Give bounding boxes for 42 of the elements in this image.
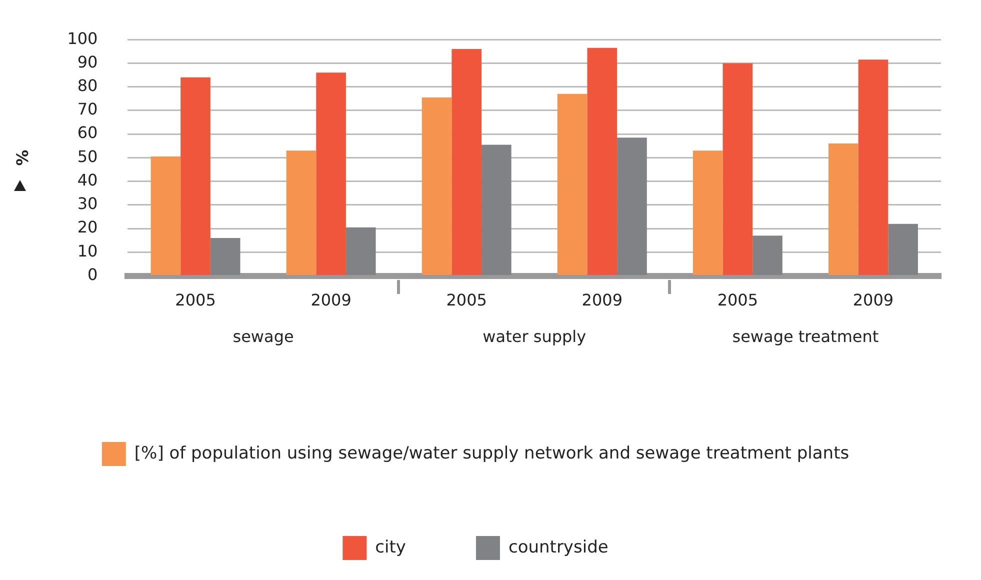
text: water supply xyxy=(482,326,586,346)
x-tick-label: 2005 xyxy=(175,290,216,310)
bar xyxy=(752,236,782,276)
y-tick-label: 20 xyxy=(77,218,98,237)
bar xyxy=(150,156,181,276)
bar xyxy=(587,48,618,276)
x-tick-label: 2009 xyxy=(852,290,894,310)
y-tick-label: 70 xyxy=(77,100,98,119)
y-tick-label: 50 xyxy=(77,146,98,166)
y-tick-label: 10 xyxy=(77,241,98,260)
bar xyxy=(858,60,888,276)
y-axis-title: % xyxy=(12,150,32,166)
bar xyxy=(180,77,210,276)
y-tick-label: 30 xyxy=(77,194,98,214)
y-tick-label: 80 xyxy=(77,76,98,95)
bar xyxy=(557,94,588,276)
bar xyxy=(617,138,647,276)
text: sewage xyxy=(232,326,294,346)
text: sewage treatment xyxy=(732,326,879,346)
bar xyxy=(210,238,240,276)
legend-label: countryside xyxy=(508,537,608,558)
bar xyxy=(722,63,753,276)
bar xyxy=(422,97,452,276)
x-tick-label: 2009 xyxy=(310,290,352,310)
bar xyxy=(888,224,918,276)
x-tick-label: 2005 xyxy=(717,290,758,310)
y-tick-label: 0 xyxy=(88,264,98,284)
y-tick-label: 40 xyxy=(77,170,98,190)
bar xyxy=(482,144,512,276)
bar xyxy=(346,227,376,276)
bar xyxy=(452,49,482,276)
bar xyxy=(828,144,858,276)
y-tick-label: 90 xyxy=(77,52,98,72)
x-tick-label: 2009 xyxy=(582,290,622,310)
x-tick-label: 2005 xyxy=(446,290,487,310)
bar xyxy=(692,150,723,276)
y-tick-label: 100 xyxy=(67,28,98,48)
legend-label: city xyxy=(375,537,406,558)
y-tick-label: 60 xyxy=(77,123,98,142)
legend-label: [%] of population using sewage/water supply network and sewage treatment plants xyxy=(134,443,850,464)
bar xyxy=(316,72,346,276)
bar xyxy=(286,150,316,276)
